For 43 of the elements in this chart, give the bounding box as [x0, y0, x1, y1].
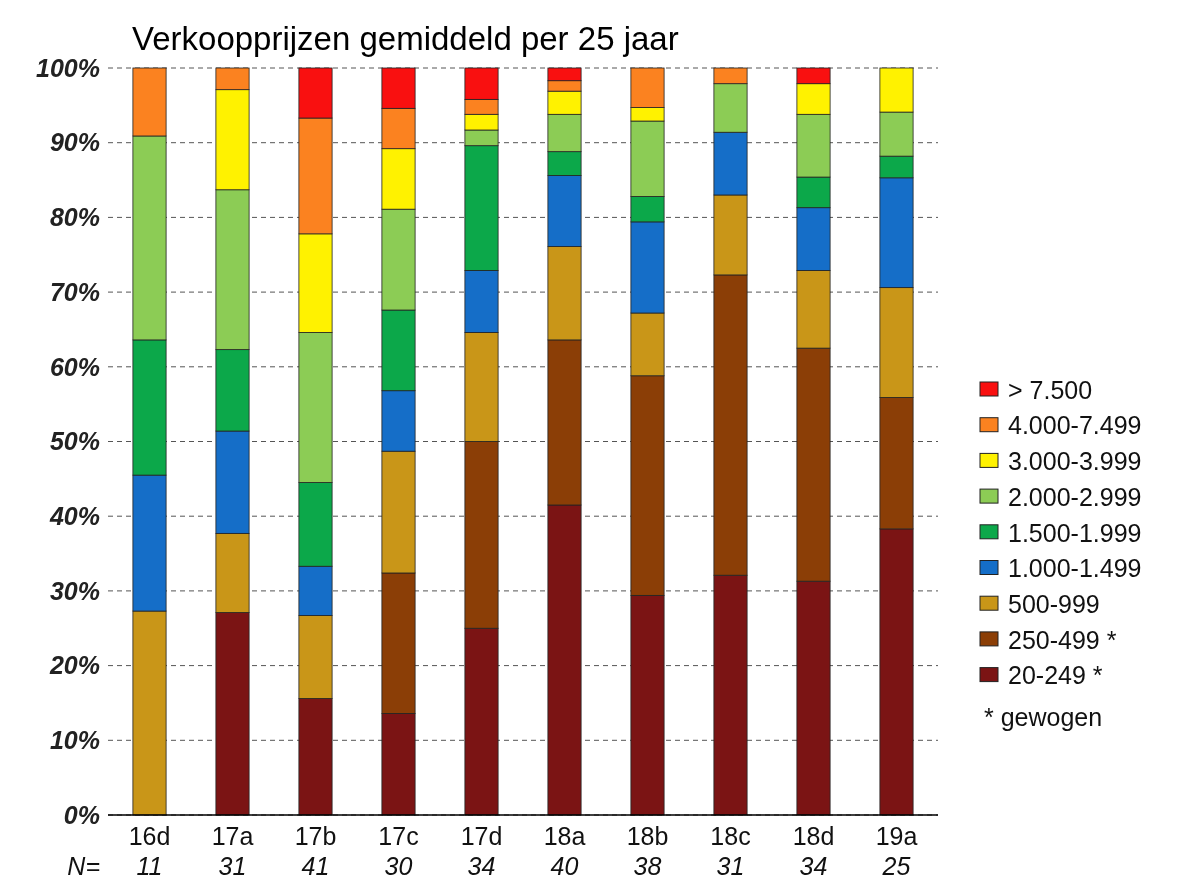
y-tick-label: 90% [49, 128, 100, 157]
text: 34 [799, 852, 828, 880]
legend-label: 4.000-7.499 [1008, 411, 1142, 440]
legend-label: 500-999 [1008, 589, 1100, 618]
y-tick-label: 40% [48, 501, 100, 530]
chart-title: Verkoopprijzen gemiddeld per 25 jaar [132, 20, 679, 57]
y-tick-label: 80% [49, 203, 100, 232]
text: 31 [716, 852, 745, 880]
y-tick-label: 50% [49, 427, 100, 456]
x-tick-label: 18c [710, 822, 751, 850]
legend-label: 1.000-1.499 [1008, 554, 1142, 583]
legend-label: > 7.500 [1008, 375, 1093, 404]
x-tick-label: 17d [460, 822, 503, 850]
text: 34 [467, 852, 496, 880]
y-tick-label: 100% [36, 53, 100, 82]
x-tick-label: 18b [626, 822, 669, 850]
legend-label: 3.000-3.999 [1008, 447, 1142, 476]
x-tick-label: 18a [543, 822, 586, 850]
text: * gewogen [984, 703, 1103, 732]
legend-label: 250-499 * [1008, 625, 1117, 654]
y-tick-label: 0% [63, 800, 100, 829]
text: 31 [218, 852, 247, 880]
text: 11 [136, 852, 163, 880]
x-tick-label: 16d [128, 822, 171, 850]
y-tick-label: 30% [49, 576, 100, 605]
y-tick-label: 10% [49, 726, 100, 755]
text: N= [67, 852, 100, 880]
legend-label: 2.000-2.999 [1008, 482, 1142, 511]
y-tick-label: 20% [48, 651, 100, 680]
legend-label: 20-249 * [1008, 661, 1103, 690]
legend-label: 1.500-1.999 [1008, 518, 1142, 547]
text: 40 [550, 852, 579, 880]
x-tick-label: 17a [211, 822, 254, 850]
text: 38 [633, 852, 662, 880]
text: 41 [301, 852, 330, 880]
x-tick-label: 18d [792, 822, 835, 850]
y-tick-label: 70% [49, 277, 100, 306]
x-tick-label: 19a [875, 822, 918, 850]
x-tick-label: 17c [378, 822, 419, 850]
x-tick-label: 17b [294, 822, 337, 850]
y-tick-label: 60% [49, 352, 100, 381]
text: 30 [384, 852, 413, 880]
text: 25 [881, 852, 911, 880]
